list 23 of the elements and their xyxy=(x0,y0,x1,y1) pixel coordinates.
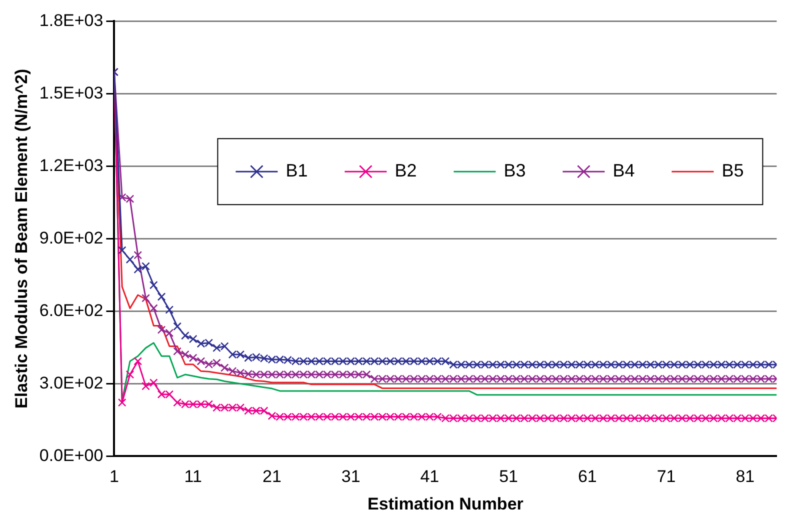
legend-label: B3 xyxy=(504,160,526,181)
legend-label: B1 xyxy=(286,160,308,181)
x-tick-label: 51 xyxy=(499,467,518,486)
x-tick-label: 61 xyxy=(578,467,597,486)
x-tick-label: 71 xyxy=(656,467,676,486)
y-tick-label: 6.0E+02 xyxy=(39,300,104,320)
y-tick-label: 3.0E+02 xyxy=(39,373,104,392)
legend-label: B4 xyxy=(612,160,635,181)
legend-label: B2 xyxy=(394,160,417,181)
x-tick-label: 11 xyxy=(184,467,202,486)
y-tick-label: 9.0E+02 xyxy=(39,228,104,248)
legend-label: B5 xyxy=(722,160,744,181)
x-tick-label: 21 xyxy=(262,467,282,486)
y-tick-label: 1.5E+03 xyxy=(39,83,104,102)
y-axis-title: Elastic Modulus of Beam Element (N/m^2) xyxy=(12,68,31,409)
x-tick-label: 81 xyxy=(736,467,755,486)
x-tick-label: 31 xyxy=(341,467,360,486)
y-tick-label: 1.8E+03 xyxy=(39,10,104,30)
x-axis-title: Estimation Number xyxy=(368,494,524,514)
y-tick-label: 0.0E+00 xyxy=(39,446,104,465)
x-tick-label: 1 xyxy=(109,467,119,486)
y-tick-label: 1.2E+03 xyxy=(39,156,104,175)
x-tick-label: 41 xyxy=(420,467,440,486)
